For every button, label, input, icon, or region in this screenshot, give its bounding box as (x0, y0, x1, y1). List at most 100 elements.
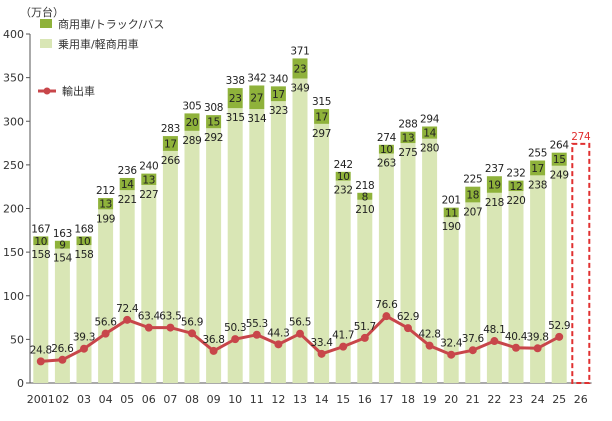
passenger-value-label: 349 (290, 82, 309, 94)
export-value-label: 51.7 (354, 321, 376, 333)
commercial-value-label: 10 (78, 236, 91, 248)
legend-marker-export (43, 87, 51, 95)
commercial-bar (314, 109, 330, 124)
commercial-value-label: 14 (121, 179, 134, 191)
x-tick-label: 25 (552, 393, 566, 406)
export-value-label: 63.5 (159, 311, 181, 323)
forecast-bar (571, 142, 591, 384)
commercial-value-label: 14 (423, 128, 436, 140)
x-tick-label: 18 (401, 393, 415, 406)
commercial-value-label: 13 (142, 174, 155, 186)
forecast-value-label: 274 (571, 131, 591, 143)
export-point (382, 312, 391, 321)
passenger-value-label: 190 (442, 221, 461, 233)
export-value-label: 42.8 (419, 329, 441, 341)
export-value-label: 72.4 (116, 303, 139, 315)
export-point (533, 344, 542, 353)
export-point (274, 340, 283, 349)
x-tick-label: 22 (487, 393, 501, 406)
x-tick-label: 13 (293, 393, 307, 406)
passenger-bar (378, 153, 394, 383)
total-value-label: 225 (463, 174, 482, 186)
export-point (360, 333, 369, 342)
export-point (404, 324, 412, 333)
total-value-label: 264 (550, 140, 570, 152)
passenger-value-label: 280 (420, 143, 439, 155)
export-point (252, 330, 261, 339)
y-unit-label: （万台） (20, 5, 64, 19)
commercial-bar (378, 144, 394, 154)
total-value-label: 283 (161, 123, 180, 135)
export-point (425, 341, 434, 350)
passenger-bar (551, 165, 567, 383)
passenger-value-label: 154 (53, 253, 73, 265)
export-point (166, 323, 175, 332)
passenger-bar (357, 199, 373, 383)
axis-layer: （万台） 0 50 100 150 200 250 300 350 400 2001 02 03 04 05… (3, 5, 592, 406)
x-tick-label: 05 (120, 393, 134, 406)
passenger-bar (443, 217, 459, 383)
commercial-bar (54, 240, 70, 249)
x-tick-label: 23 (509, 393, 523, 406)
export-value-label: 56.9 (181, 316, 203, 328)
x-tick-label: 10 (228, 393, 242, 406)
x-tick-label: 17 (379, 393, 393, 406)
passenger-bar (141, 184, 157, 383)
commercial-value-label: 23 (229, 93, 242, 105)
y-tick-label: 50 (10, 333, 24, 346)
x-tick-label: 03 (77, 393, 91, 406)
y-tick-label: 400 (3, 28, 24, 41)
y-tick-label: 0 (17, 377, 24, 390)
commercial-value-label: 17 (272, 89, 285, 101)
export-value-label: 48.1 (483, 324, 505, 336)
commercial-bar (508, 180, 524, 192)
export-value-label: 56.6 (95, 317, 118, 329)
x-tick-label: 24 (531, 393, 545, 406)
export-point (555, 332, 564, 341)
passenger-bar (119, 190, 135, 383)
export-point (36, 357, 45, 366)
export-value-label: 36.8 (203, 334, 225, 346)
total-value-label: 315 (312, 96, 331, 108)
passenger-value-label: 238 (528, 179, 547, 191)
total-value-label: 371 (290, 45, 309, 57)
export-point (296, 329, 304, 338)
commercial-value-label: 13 (402, 132, 415, 144)
total-value-label: 342 (247, 72, 266, 84)
export-point (188, 329, 196, 338)
commercial-bar (227, 88, 243, 109)
y-tick-label: 350 (3, 72, 24, 85)
x-tick-label: 15 (336, 393, 350, 406)
commercial-bar (162, 136, 178, 151)
commercial-value-label: 12 (510, 181, 523, 193)
passenger-bar (54, 248, 70, 383)
export-point (447, 350, 456, 359)
commercial-value-label: 17 (315, 111, 328, 123)
passenger-bar (206, 128, 222, 383)
commercial-value-label: 10 (337, 171, 350, 183)
line-layer (36, 312, 564, 366)
x-tick-label: 12 (271, 393, 285, 406)
export-value-label: 33.4 (311, 337, 334, 349)
export-value-label: 55.3 (246, 318, 268, 330)
passenger-bar (292, 78, 308, 383)
export-point (209, 346, 218, 355)
export-value-label: 76.6 (375, 299, 398, 311)
commercial-value-label: 18 (466, 190, 479, 202)
total-value-label: 338 (226, 75, 245, 87)
legend-label-commercial: 商用車/トラック/バス (58, 17, 164, 31)
export-value-label: 41.7 (332, 330, 354, 342)
commercial-bar (141, 173, 157, 185)
passenger-bar (184, 130, 200, 383)
export-point (468, 346, 477, 355)
bar-layer (33, 58, 591, 384)
export-point (317, 349, 326, 358)
total-value-label: 240 (139, 161, 158, 173)
total-value-label: 168 (74, 223, 93, 235)
passenger-value-label: 207 (463, 206, 482, 218)
total-value-label: 232 (506, 168, 525, 180)
passenger-value-label: 323 (269, 105, 288, 117)
passenger-value-label: 275 (398, 147, 417, 159)
passenger-value-label: 266 (161, 155, 181, 167)
